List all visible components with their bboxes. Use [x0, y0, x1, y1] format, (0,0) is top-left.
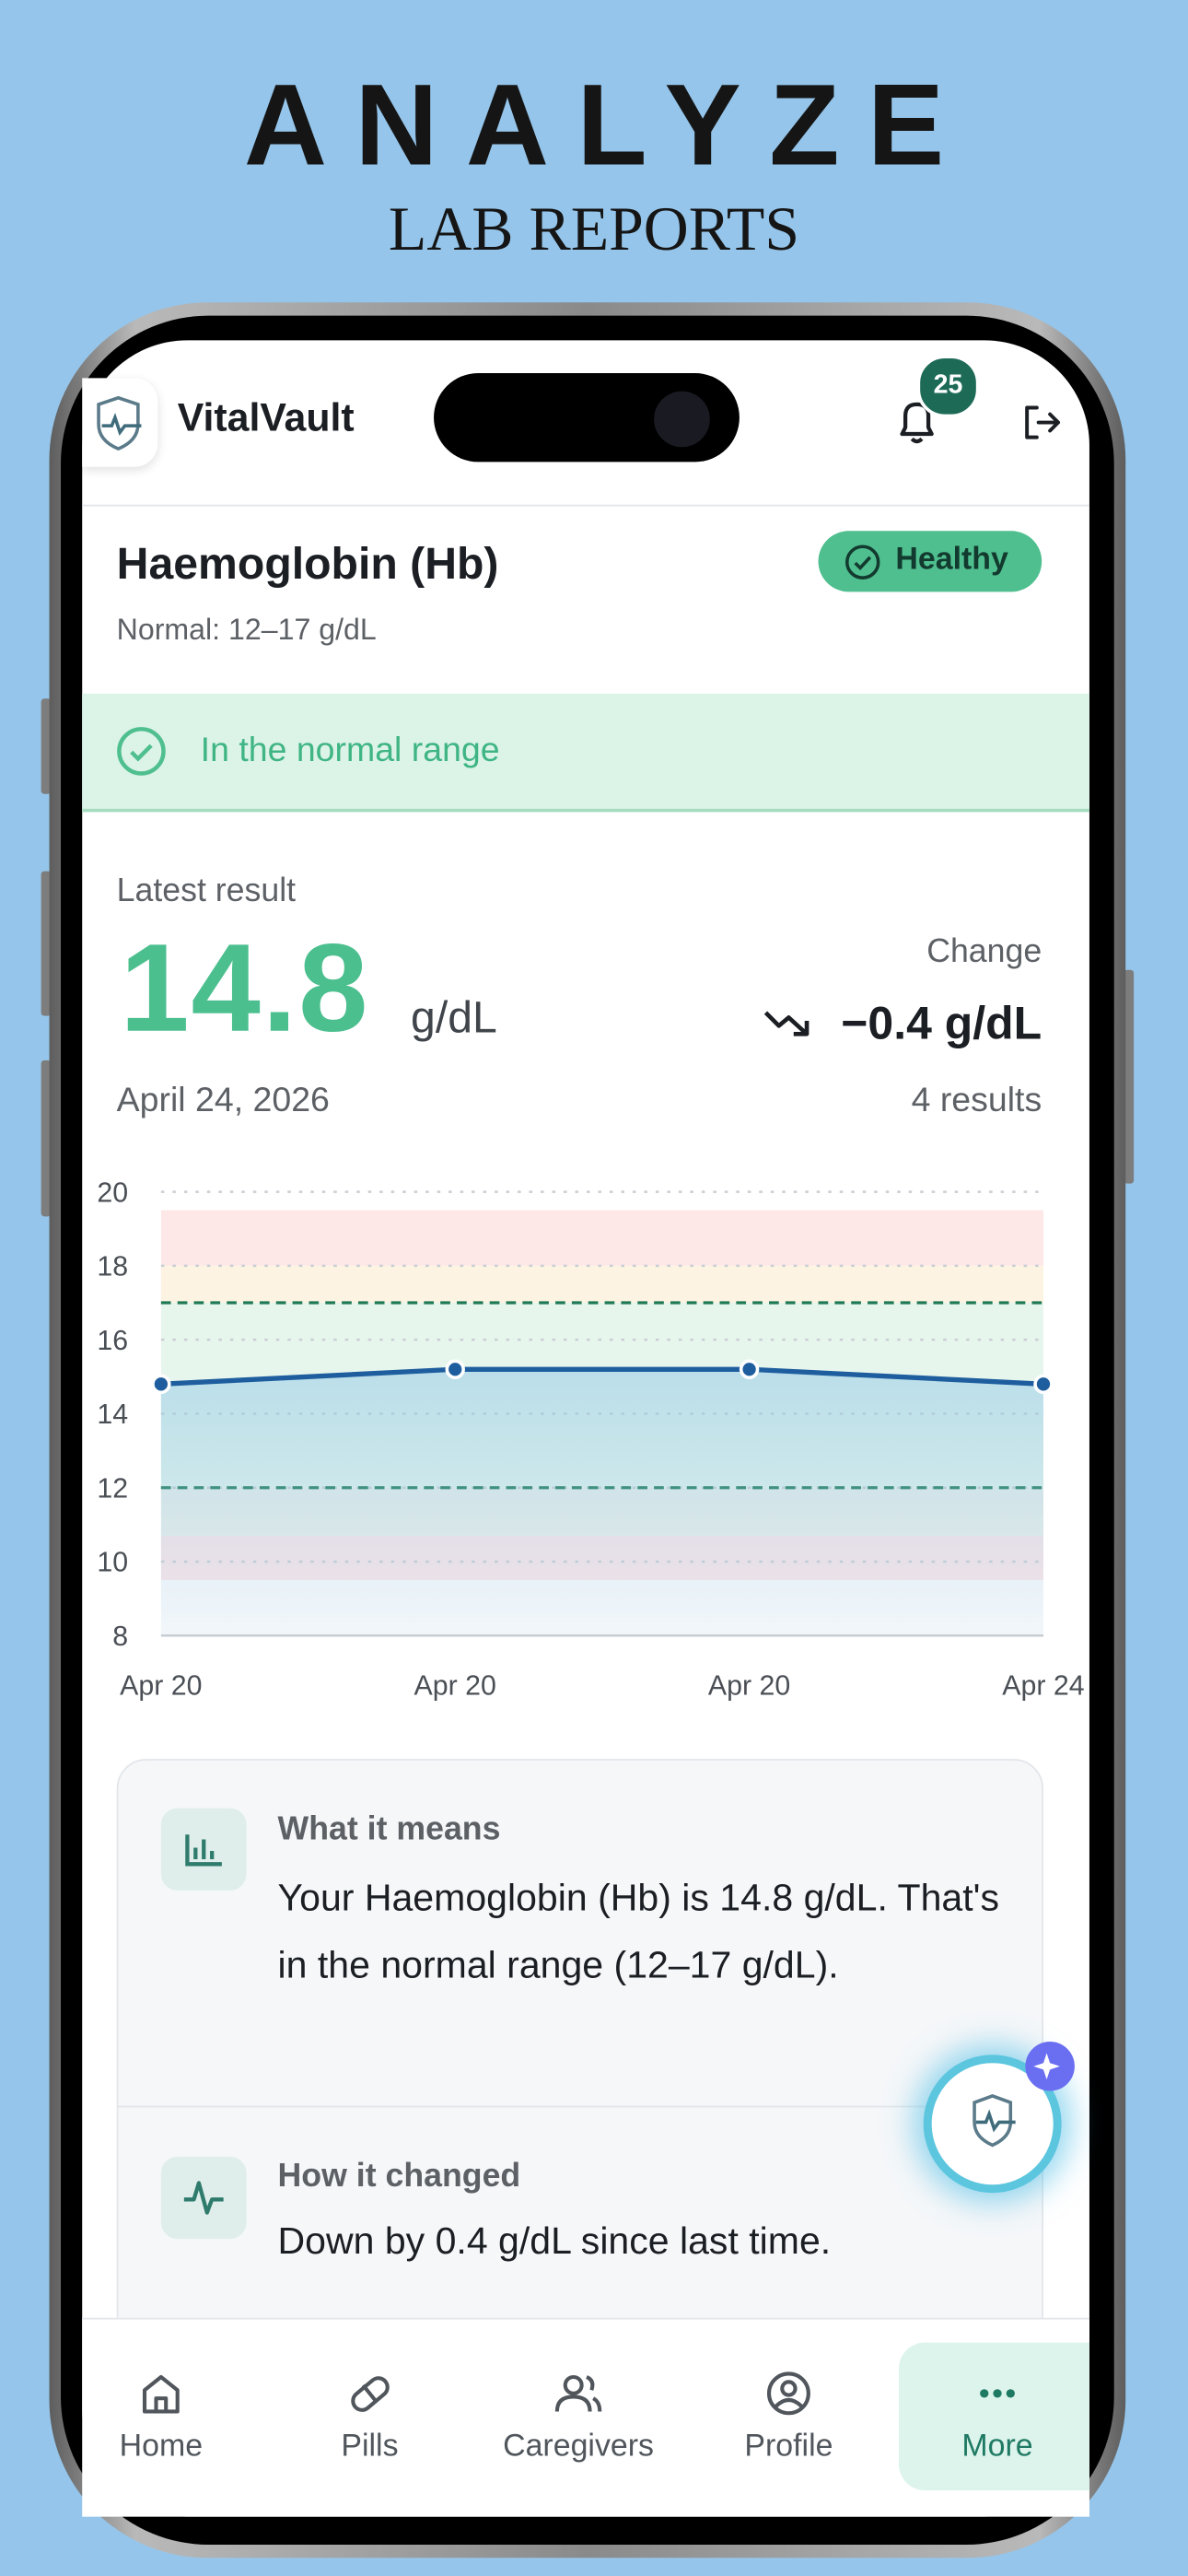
banner-title: ANALYZE [243, 61, 973, 190]
y-tick-label: 16 [97, 1326, 128, 1356]
point [151, 1374, 171, 1395]
latest-label: Latest result [116, 872, 297, 909]
nav-label: Home [119, 2430, 204, 2465]
app-logo[interactable] [82, 378, 158, 467]
latest-unit: g/dL [411, 992, 497, 1043]
notification-bell[interactable] [887, 392, 946, 451]
insight-title: What it means [277, 1811, 501, 1848]
point [445, 1359, 465, 1379]
nav-item[interactable]: More [907, 2360, 1088, 2476]
y-tick-label: 18 [97, 1252, 128, 1282]
phone-button [1124, 969, 1135, 1184]
pulse-icon [183, 2181, 224, 2215]
insight-icon [160, 1808, 247, 1891]
status-pill: Healthy [818, 531, 1042, 592]
y-tick-label: 8 [112, 1622, 128, 1652]
nav-item[interactable]: Home [71, 2360, 251, 2476]
nav-icon [142, 2374, 180, 2414]
test-name: Haemoglobin (Hb) [116, 539, 499, 589]
trend-icon [763, 1011, 809, 1036]
insight-icon [160, 2156, 247, 2240]
nav-icon [766, 2371, 810, 2416]
latest-value: 14.8 [120, 919, 370, 1060]
x-tick-label: Apr 20 [414, 1671, 496, 1702]
normal-range: Normal: 12–17 g/dL [116, 613, 377, 647]
phone-button [41, 698, 52, 794]
point [1033, 1374, 1054, 1395]
x-tick-label: Apr 20 [120, 1671, 202, 1702]
nav-item[interactable]: Caregivers [488, 2360, 669, 2476]
status-text: Healthy [895, 542, 1008, 578]
phone-button [41, 871, 52, 1016]
results-count: 4 results [911, 1082, 1042, 1120]
divider [118, 2105, 1042, 2108]
change-value: −0.4 g/dL [841, 998, 1042, 1049]
phone-button [41, 1060, 52, 1217]
app-name: VitalVault [177, 395, 355, 441]
range-message: In the normal range [200, 731, 500, 770]
y-tick-label: 10 [97, 1548, 128, 1578]
point [739, 1359, 760, 1379]
y-tick-label: 12 [97, 1473, 128, 1504]
nav-item[interactable]: Profile [698, 2360, 879, 2476]
y-tick-label: 20 [97, 1177, 128, 1208]
assistant-badge [1025, 2042, 1075, 2091]
range-zone [160, 1210, 1043, 1266]
logo-icon [97, 395, 142, 451]
nav-label: Pills [341, 2430, 399, 2465]
banner-subtitle: LAB REPORTS [388, 195, 800, 265]
logout-button[interactable] [1019, 400, 1065, 446]
insights-card: What it means Your Haemoglobin (Hb) is 1… [116, 1759, 1043, 2355]
nav-label: Caregivers [503, 2430, 655, 2465]
status-icon [844, 544, 880, 580]
x-tick-label: Apr 20 [708, 1671, 790, 1702]
chart-icon [185, 1834, 222, 1867]
nav-label: More [961, 2430, 1033, 2465]
chart: 8 10 12 14 16 18 20 Apr 20 Apr 20 Apr 20 Apr 24 [97, 1177, 1084, 1702]
range-icon [117, 727, 166, 776]
range-zone [160, 1265, 1043, 1304]
notification-badge: 25 [916, 355, 980, 418]
nav-label: Profile [744, 2430, 833, 2465]
latest-date: April 24, 2026 [116, 1082, 330, 1120]
nav-icon [980, 2389, 1015, 2398]
insight-title: How it changed [277, 2158, 521, 2195]
nav-icon [554, 2374, 602, 2412]
x-tick-label: Apr 24 [1002, 1671, 1084, 1702]
camera [654, 391, 710, 448]
y-tick-label: 14 [97, 1399, 128, 1430]
nav-item[interactable]: Pills [279, 2360, 460, 2476]
insight-text: Down by 0.4 g/dL since last time. [277, 2219, 832, 2263]
nav-icon [351, 2376, 390, 2412]
divider [82, 504, 1089, 507]
sparkle-icon [1033, 2053, 1060, 2080]
line-area [160, 1369, 1043, 1636]
nav-active-bg [898, 2342, 1089, 2491]
insight-text: Your Haemoglobin (Hb) is 14.8 g/dL. That… [277, 1875, 999, 1986]
range-banner: In the normal range [82, 693, 1089, 813]
change-label: Change [926, 933, 1042, 970]
line [160, 1366, 1044, 1387]
assistant-icon [973, 2093, 1016, 2148]
